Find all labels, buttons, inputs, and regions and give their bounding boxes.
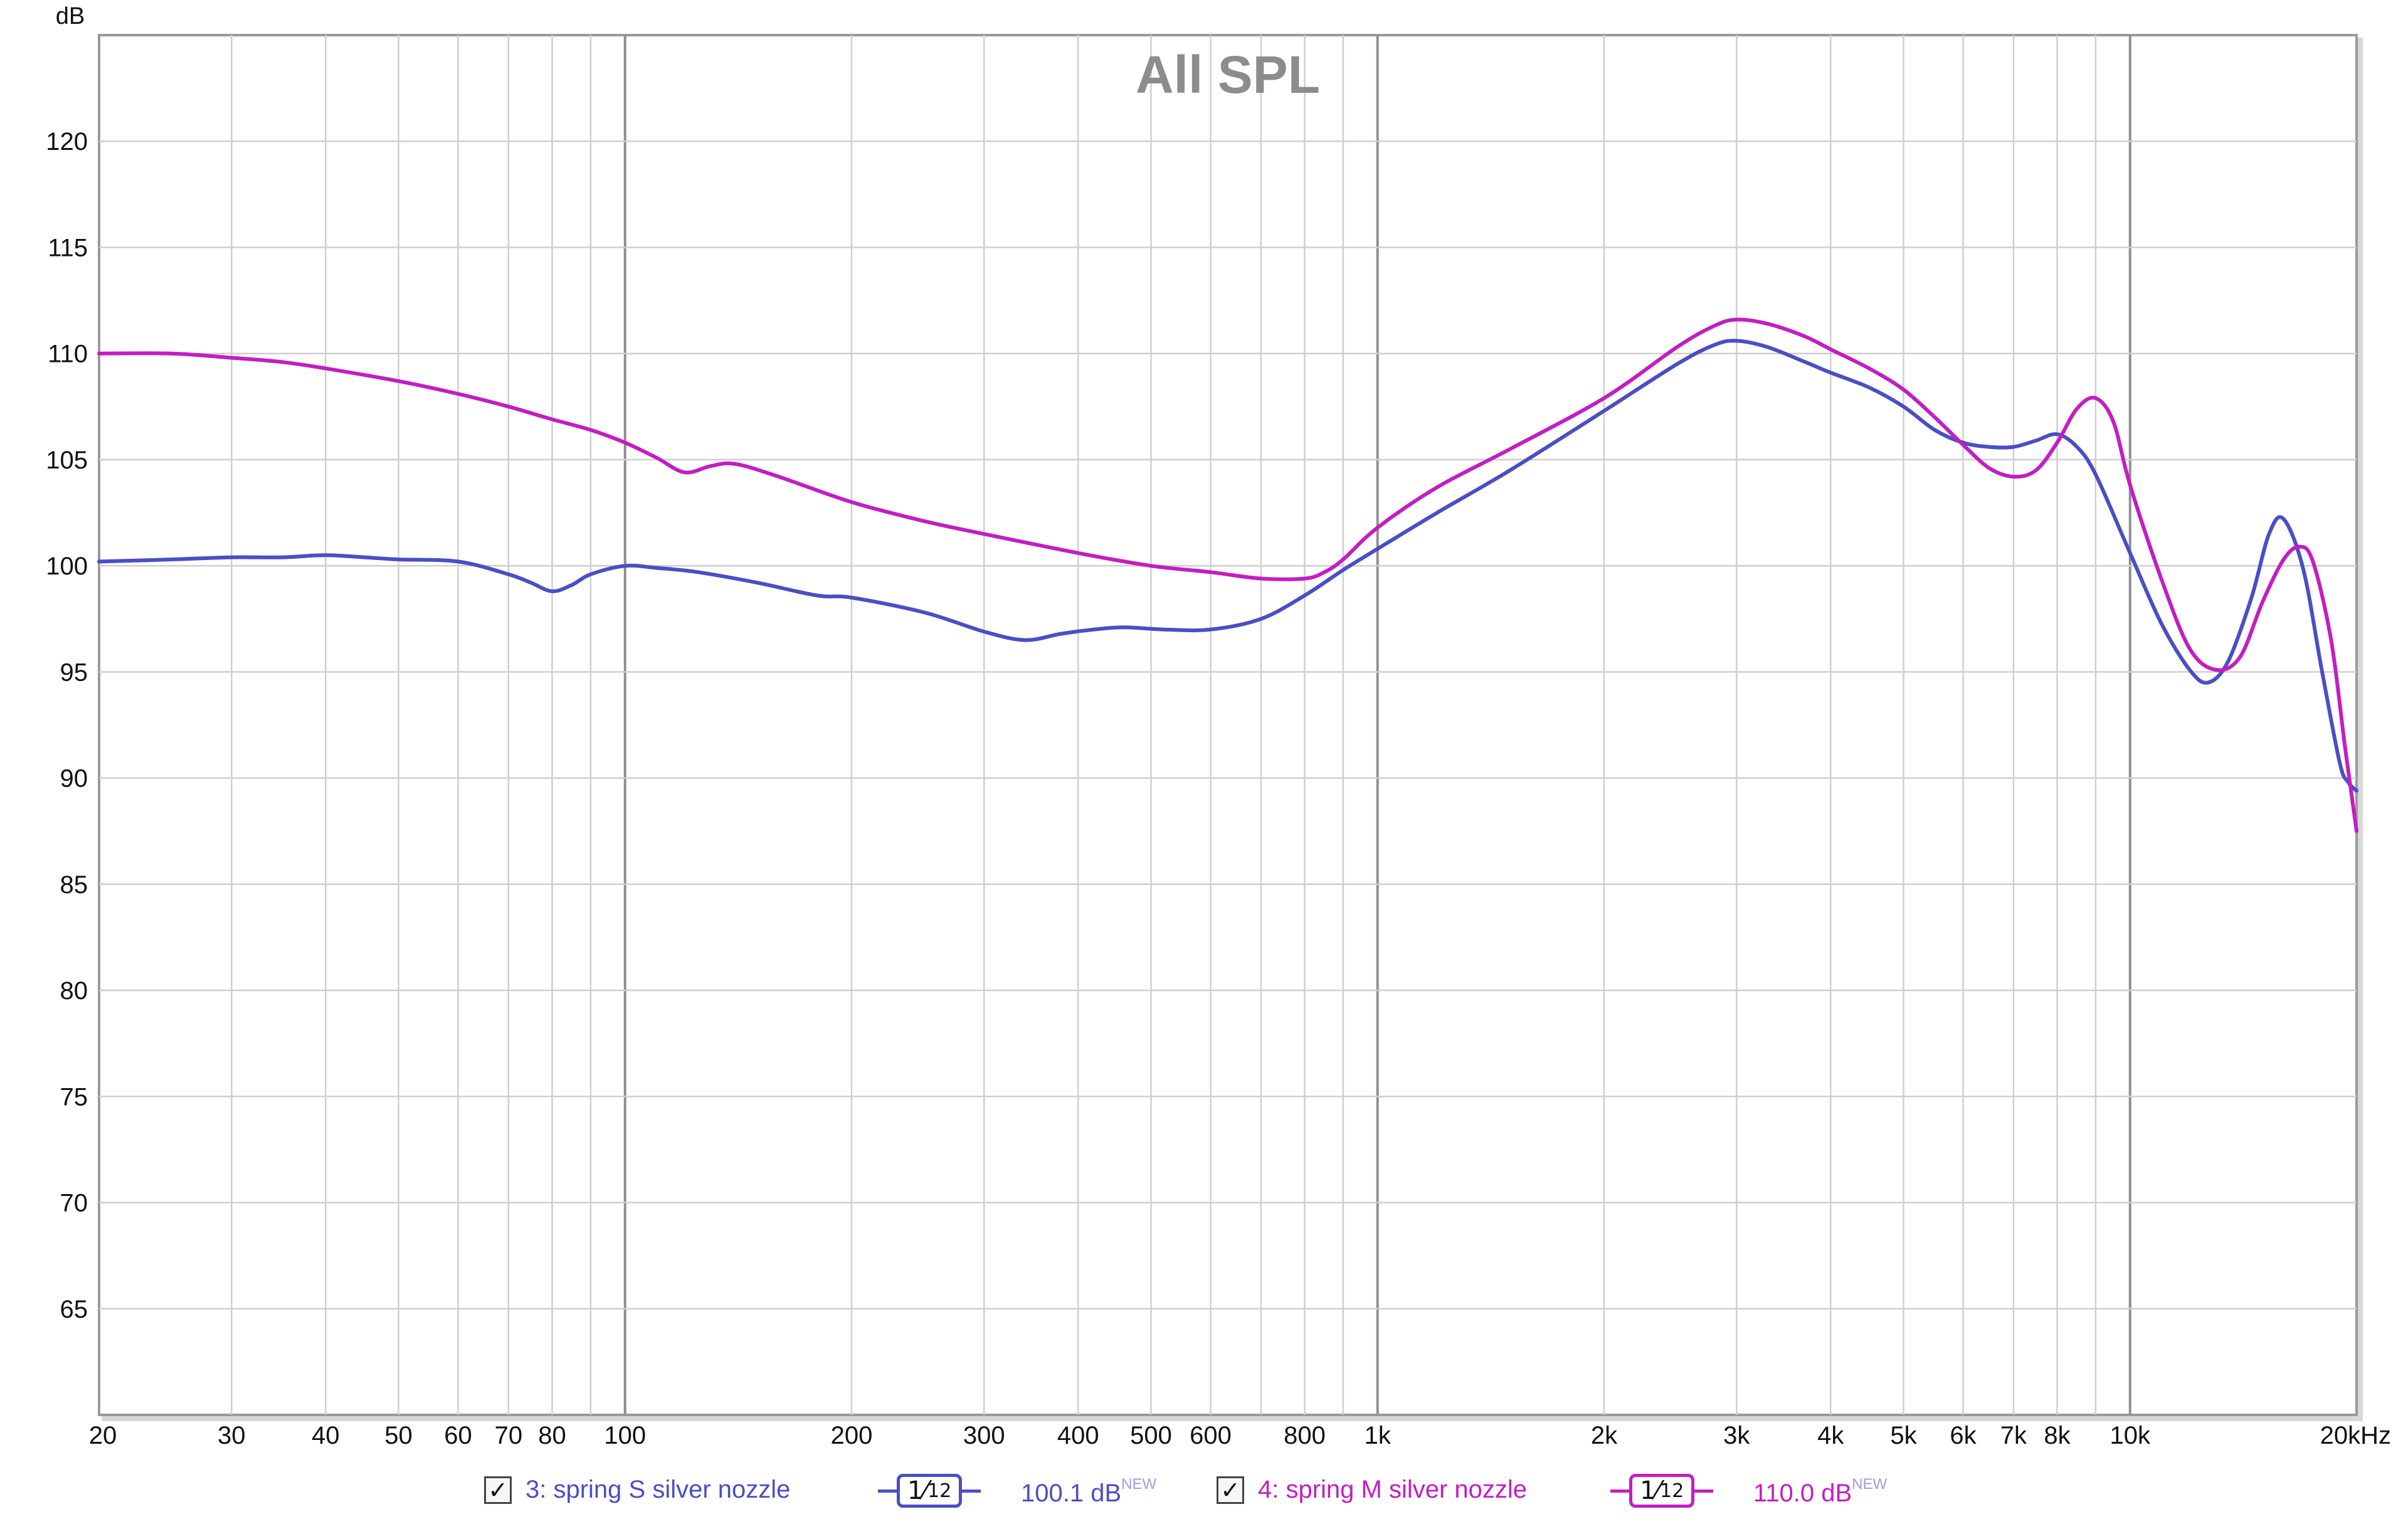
axis-ticks: 65 70 75 80 85 90 95 100 105 110 115 120 20 30 40 50 60 7… xyxy=(46,128,2391,1449)
series-4-smoothing-num: 1 xyxy=(1640,1476,1656,1505)
series-3-new-badge: NEW xyxy=(1121,1476,1157,1493)
x-tick-label: 50 xyxy=(384,1422,413,1449)
x-tick-label: 20 xyxy=(89,1422,117,1449)
x-tick-label: 7k xyxy=(2000,1422,2027,1449)
x-tick-label: 5k xyxy=(1890,1422,1917,1449)
legend-item-series-3[interactable]: ✓ 3: spring S silver nozzle xyxy=(484,1476,790,1504)
x-tick-label: 3k xyxy=(1723,1422,1750,1449)
x-tick-label: 4k xyxy=(1817,1422,1844,1449)
x-tick-label: 30 xyxy=(218,1422,246,1449)
y-tick-label: 75 xyxy=(60,1083,88,1111)
series-3-label: 3: spring S silver nozzle xyxy=(525,1476,791,1503)
series-lines xyxy=(97,317,2358,833)
x-tick-label: 500 xyxy=(1130,1422,1172,1449)
x-tick-label: 100 xyxy=(604,1422,646,1449)
y-tick-label: 100 xyxy=(46,553,88,580)
x-tick-label: 8k xyxy=(2044,1422,2071,1449)
series-4-level-value: 110.0 dB xyxy=(1753,1479,1852,1507)
series-line-4 xyxy=(97,317,2358,833)
y-tick-label: 110 xyxy=(48,341,88,368)
x-tick-label: 2k xyxy=(1591,1422,1618,1449)
x-tick-label: 800 xyxy=(1284,1422,1326,1449)
x-tick-label: 10k xyxy=(2110,1422,2151,1449)
series-3-smoothing-den: 12 xyxy=(927,1479,952,1502)
x-tick-label: 1k xyxy=(1365,1422,1391,1449)
series-3-smoothing-button[interactable]: 1 ⁄ 12 xyxy=(878,1472,981,1510)
y-tick-label: 90 xyxy=(60,765,88,793)
x-tick-label: 600 xyxy=(1190,1422,1232,1449)
y-tick-label: 65 xyxy=(60,1296,88,1323)
series-4-level[interactable]: 110.0 dBNEW xyxy=(1753,1476,1887,1508)
series-4-label: 4: spring M silver nozzle xyxy=(1258,1476,1528,1503)
y-axis-label: dB xyxy=(56,3,85,29)
series-3-level-value: 100.1 dB xyxy=(1021,1479,1122,1507)
series-4-checkbox[interactable]: ✓ xyxy=(1217,1476,1244,1504)
y-tick-label: 70 xyxy=(60,1190,88,1217)
x-tick-label: 40 xyxy=(312,1422,340,1449)
legend: ✓ 3: spring S silver nozzle 1 ⁄ 12 100.1 d… xyxy=(0,1464,2408,1521)
y-tick-label: 115 xyxy=(48,234,88,262)
y-tick-label: 120 xyxy=(46,128,88,156)
plot-area xyxy=(98,34,2358,1416)
y-tick-label: 105 xyxy=(46,447,88,474)
chart-title: All SPL xyxy=(1136,45,1320,104)
x-tick-label: 80 xyxy=(538,1422,566,1449)
x-tick-label: 6k xyxy=(1950,1422,1977,1449)
series-4-smoothing-den: 12 xyxy=(1660,1479,1684,1502)
x-tick-label: 70 xyxy=(495,1422,523,1449)
x-tick-label: 60 xyxy=(444,1422,472,1449)
x-tick-label: 200 xyxy=(831,1422,873,1449)
y-tick-label: 95 xyxy=(60,659,88,686)
series-line-3 xyxy=(97,339,2358,793)
series-3-smoothing-num: 1 xyxy=(907,1476,924,1505)
x-tick-label: 20kHz xyxy=(2320,1422,2391,1449)
legend-item-series-4[interactable]: ✓ 4: spring M silver nozzle xyxy=(1217,1476,1527,1504)
y-tick-label: 85 xyxy=(60,871,88,899)
series-3-level[interactable]: 100.1 dBNEW xyxy=(1021,1476,1156,1508)
series-3-checkbox[interactable]: ✓ xyxy=(484,1476,512,1504)
x-tick-label: 300 xyxy=(963,1422,1005,1449)
series-4-smoothing-button[interactable]: 1 ⁄ 12 xyxy=(1610,1472,1714,1510)
x-tick-label: 400 xyxy=(1057,1422,1099,1449)
y-tick-label: 80 xyxy=(60,977,88,1005)
series-4-new-badge: NEW xyxy=(1852,1476,1888,1493)
